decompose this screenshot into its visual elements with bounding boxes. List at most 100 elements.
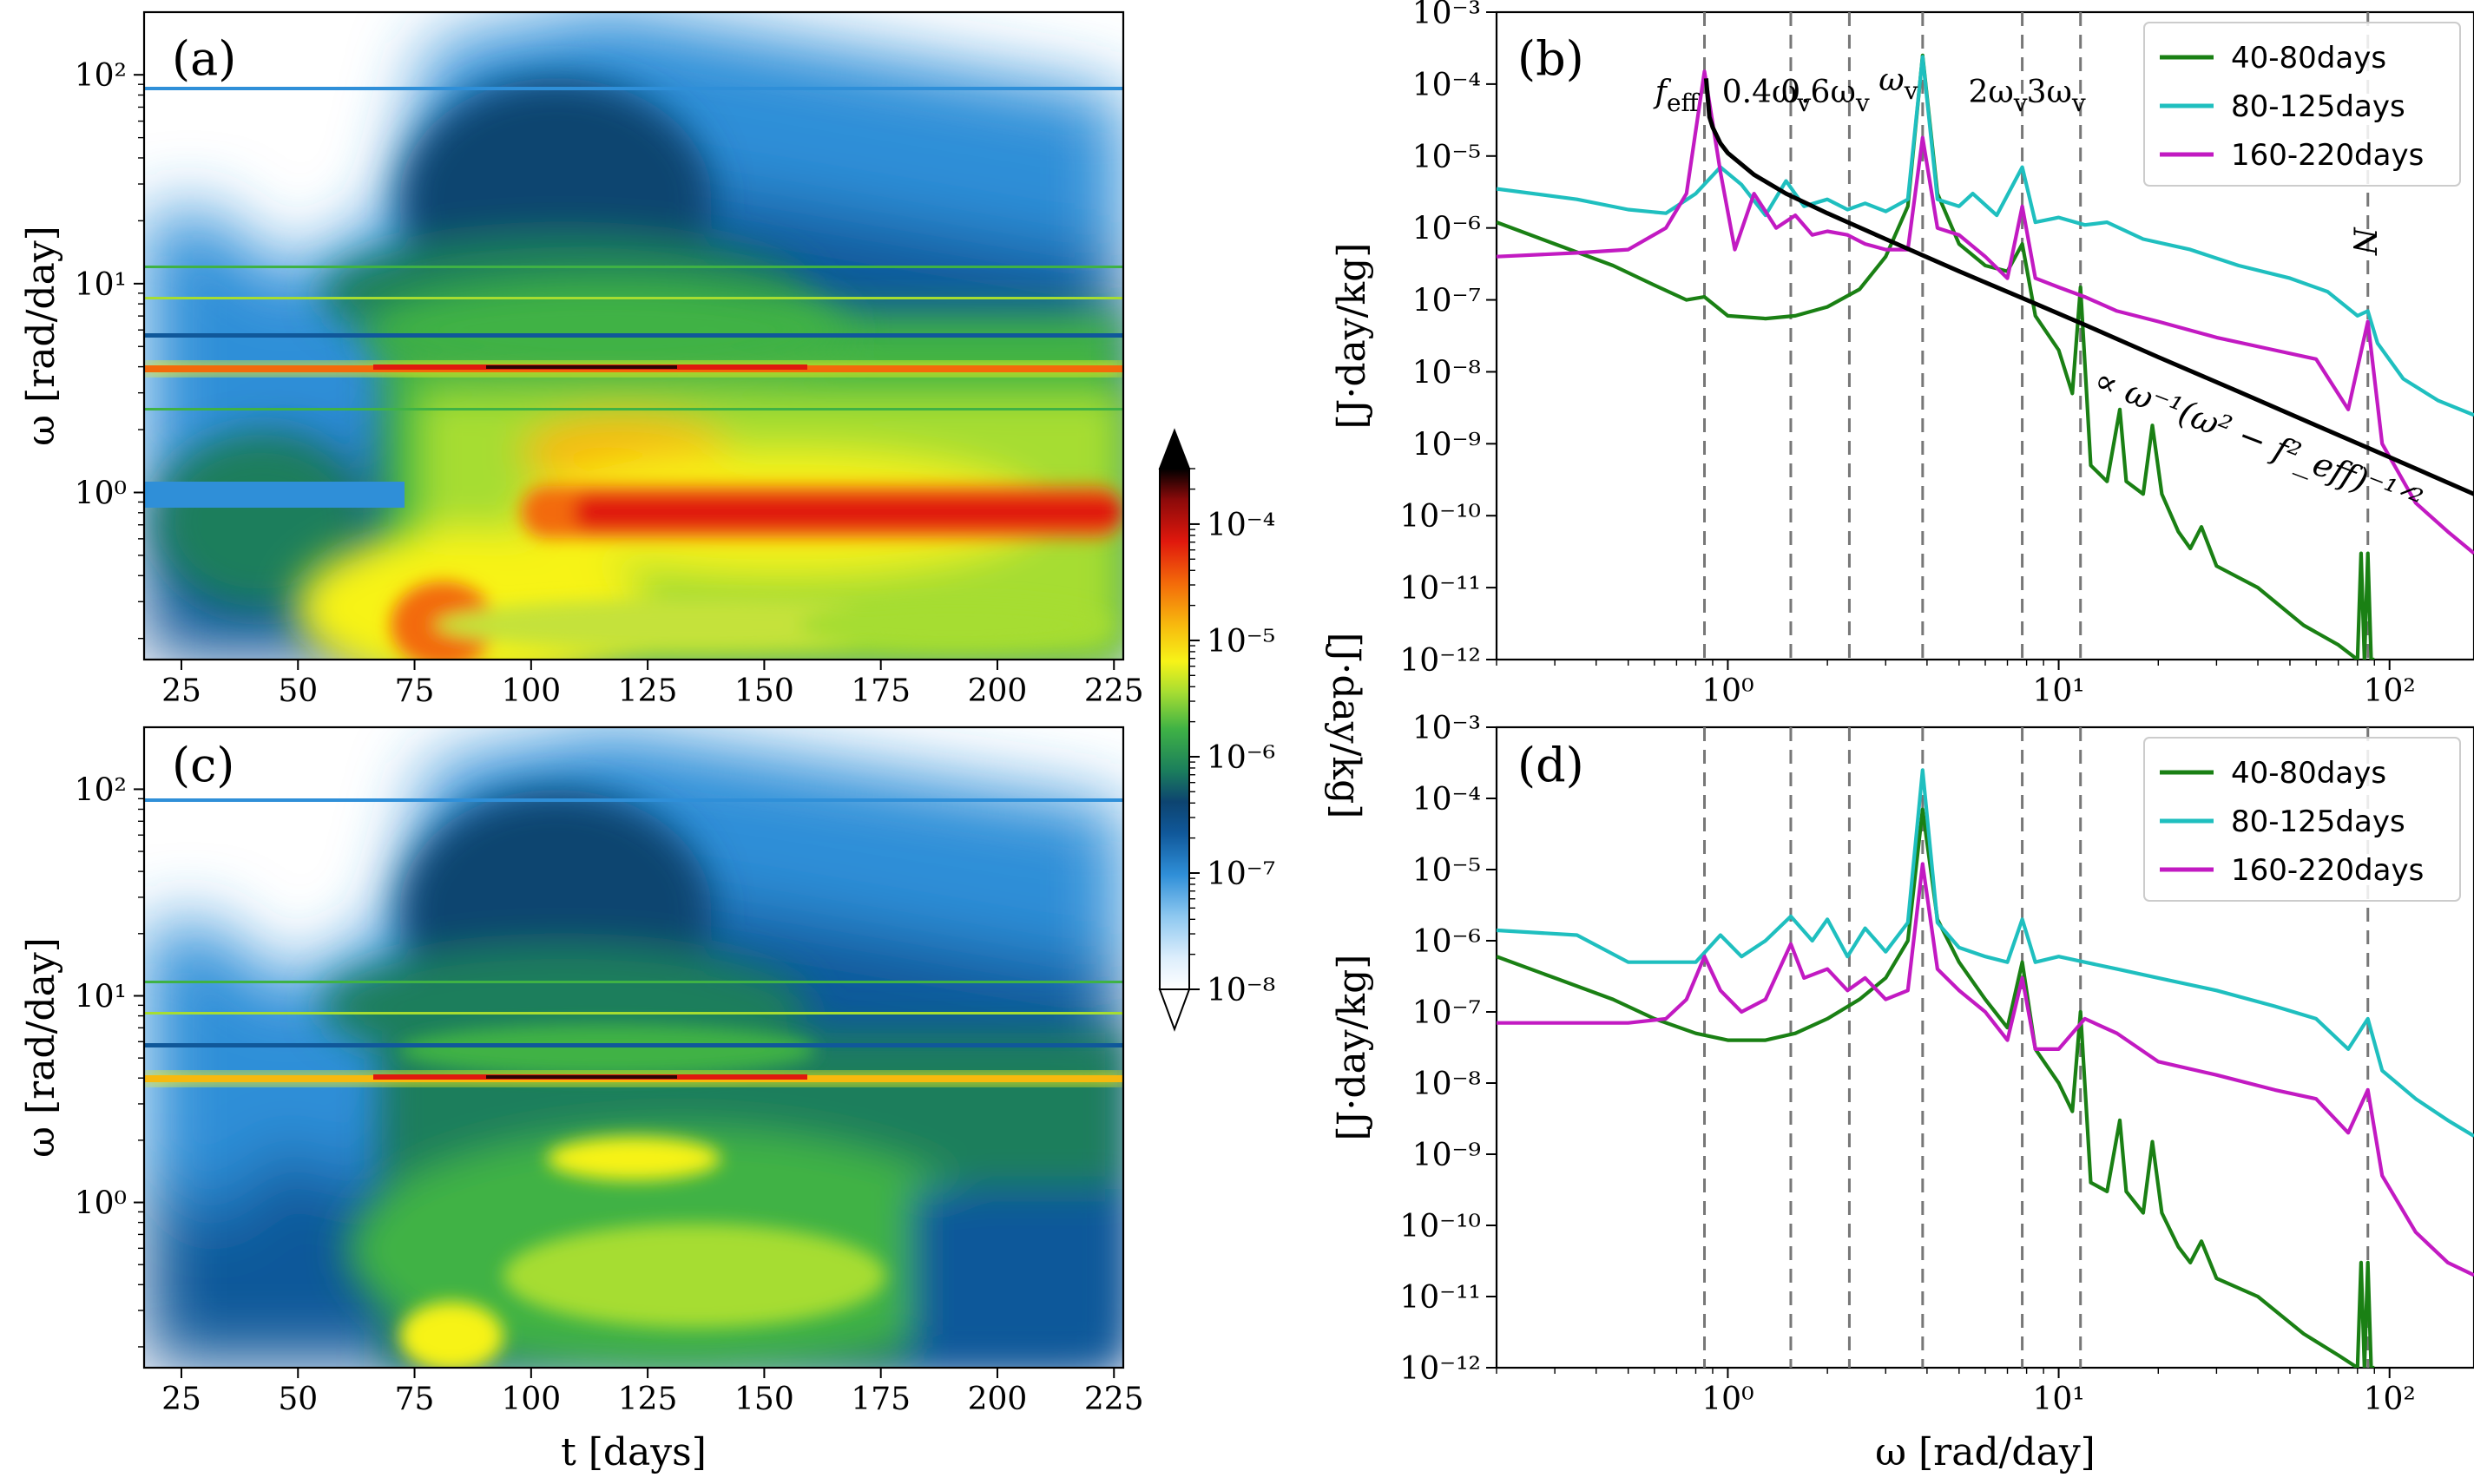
x-tick-label: 10⁰ [1701,673,1754,709]
scaling-fit-line [1703,78,2474,496]
colorbar-min-extension [1158,988,1191,1032]
x-tick-label: 100 [501,673,561,709]
panel-label-a: (a) [172,31,236,86]
panel-b: 10⁻¹² 10⁻¹¹ 10⁻¹⁰ 10⁻⁹ 10⁻⁸ 10⁻⁷ 10⁻⁶ 10⁻⁵ 10⁻⁴ 1… [1330,0,2474,709]
reference-label-1: 0.4ωv [1722,75,1812,117]
legend-label: 40-80days [2231,41,2386,76]
x-axis-label: t [days] [561,1430,707,1474]
y-tick-label: 10¹ [75,979,127,1015]
x-tick-label: 150 [734,1382,794,1417]
y-tick-label: 10⁻⁵ [1412,140,1481,175]
y-tick-label: 10⁻⁸ [1412,355,1481,391]
x-tick-label: 50 [278,1382,318,1417]
reference-label-base: 0.4ω [1722,75,1798,110]
series-b [1497,53,2474,660]
reference-label-3: ωv [1879,62,1918,105]
axes-a: 25 50 75 100 125 150 175 200 225 10⁰ 10¹ 10² ω [rad/… [19,58,1144,709]
y-tick-label: 10⁻¹² [1399,643,1481,679]
x-tick-label: 75 [395,673,435,709]
y-tick-label: 10⁻⁹ [1412,1138,1481,1173]
y-tick-label: 10⁻⁶ [1412,212,1481,247]
colorbar-tick-label: 10⁻⁷ [1207,857,1275,892]
legend-b: 40-80days 80-125days 160-220days [2143,22,2461,187]
x-tick-label: 10¹ [2032,673,2084,709]
reference-label-4: 2ωv [1969,75,2028,117]
panel-c: 25 50 75 100 125 150 175 200 225 10⁰ 10¹ 10² ω [rad/… [19,726,1144,1474]
reference-label-subscript: eff [1667,89,1701,117]
x-tick-label: 225 [1084,673,1144,709]
colorbar-ticks: 10⁻⁸ 10⁻⁷ 10⁻⁶ 10⁻⁵ 10⁻⁴ [1189,468,1275,1008]
y-axis-label: [J·day/kg] [1330,243,1374,430]
y-tick-label: 10⁻⁴ [1412,782,1481,818]
y-axis-label: ω [rad/day] [19,226,63,446]
reference-label-base: ω [1879,62,1904,98]
colorbar-gradient [1159,468,1190,990]
legend-d: 40-80days 80-125days 160-220days [2143,737,2461,902]
y-tick-label: 10⁻¹¹ [1399,1280,1481,1316]
reference-label-subscript: v [1904,76,1918,105]
x-tick-label: 10¹ [2032,1382,2084,1417]
y-axis-label: ω [rad/day] [19,937,63,1158]
x-tick-label: 75 [395,1382,435,1417]
reference-label-subscript: v [2013,89,2028,117]
x-tick-label: 200 [968,1382,1028,1417]
reference-label-subscript: v [2071,89,2086,117]
reference-label-base: N [2346,227,2382,256]
y-tick-label: 10² [75,772,127,808]
y-tick-label: 10⁻⁶ [1412,924,1481,960]
colorbar-tick-label: 10⁻⁸ [1207,973,1275,1008]
x-tick-label: 10⁰ [1701,1382,1754,1417]
x-axis-label: ω [rad/day] [1875,1430,2096,1474]
reference-label-base: 0.6ω [1780,75,1856,110]
x-tick-label: 50 [278,673,318,709]
panel-a: 25 50 75 100 125 150 175 200 225 10⁰ 10¹ 10² ω [rad/… [19,10,1144,709]
axes-b: 10⁻¹² 10⁻¹¹ 10⁻¹⁰ 10⁻⁹ 10⁻⁸ 10⁻⁷ 10⁻⁶ 10⁻⁵ 10⁻⁴ 1… [1330,0,2416,709]
reference-lines-d [1703,727,2370,1368]
series-line-40-80days [1497,807,2375,1368]
legend-box [2143,22,2461,187]
legend-label: 160-220days [2231,853,2424,888]
panel-label-b: (b) [1517,31,1584,86]
y-tick-label: 10⁻⁴ [1412,68,1481,103]
reference-label-base: 2ω [1969,75,2014,110]
axes-d: 10⁻¹² 10⁻¹¹ 10⁻¹⁰ 10⁻⁹ 10⁻⁸ 10⁻⁷ 10⁻⁶ 10⁻⁵ 10⁻⁴ 1… [1330,711,2416,1474]
series-line-40-80days [1497,53,2375,660]
x-tick-label: 10² [2364,673,2416,709]
y-tick-label: 10⁻¹² [1399,1351,1481,1387]
legend-label: 80-125days [2231,804,2405,839]
frame-a [142,10,1125,661]
x-tick-label: 175 [851,673,911,709]
legend-label: 160-220days [2231,138,2424,173]
y-tick-label: 10⁻³ [1412,711,1481,746]
y-tick-label: 10⁻¹¹ [1399,571,1481,607]
x-tick-label: 25 [161,1382,201,1417]
x-tick-label: 150 [734,673,794,709]
y-axis-label: [J·day/kg] [1330,955,1374,1141]
x-tick-label: 100 [501,1382,561,1417]
x-tick-label: 125 [618,1382,678,1417]
x-tick-label: 225 [1084,1382,1144,1417]
x-tick-label: 25 [161,673,201,709]
y-tick-label: 10⁻⁵ [1412,853,1481,889]
colorbar-max-extension [1158,428,1191,469]
x-tick-label: 125 [618,673,678,709]
heatmap-a [144,12,1123,660]
y-tick-label: 10⁻¹⁰ [1399,499,1481,535]
y-tick-label: 10⁻⁸ [1412,1067,1481,1102]
y-tick-label: 10⁰ [75,476,127,511]
colorbar-tick-label: 10⁻⁵ [1207,624,1275,660]
legend-label: 40-80days [2231,756,2386,791]
y-tick-label: 10¹ [75,267,127,303]
reference-label-subscript: v [1855,89,1870,117]
y-tick-label: 10⁰ [75,1186,127,1222]
x-tick-label: 10² [2364,1382,2416,1417]
series-line-160-220days [1497,862,2474,1277]
legend-box [2143,737,2461,902]
reference-label-subscript: v [1796,89,1811,117]
panel-label-d: (d) [1517,738,1584,792]
colorbar-title: [J·day/kg] [1324,633,1368,819]
heatmap-c [144,727,1123,1368]
x-tick-label: 200 [968,673,1028,709]
colorbar-tick-label: 10⁻⁴ [1207,508,1275,543]
